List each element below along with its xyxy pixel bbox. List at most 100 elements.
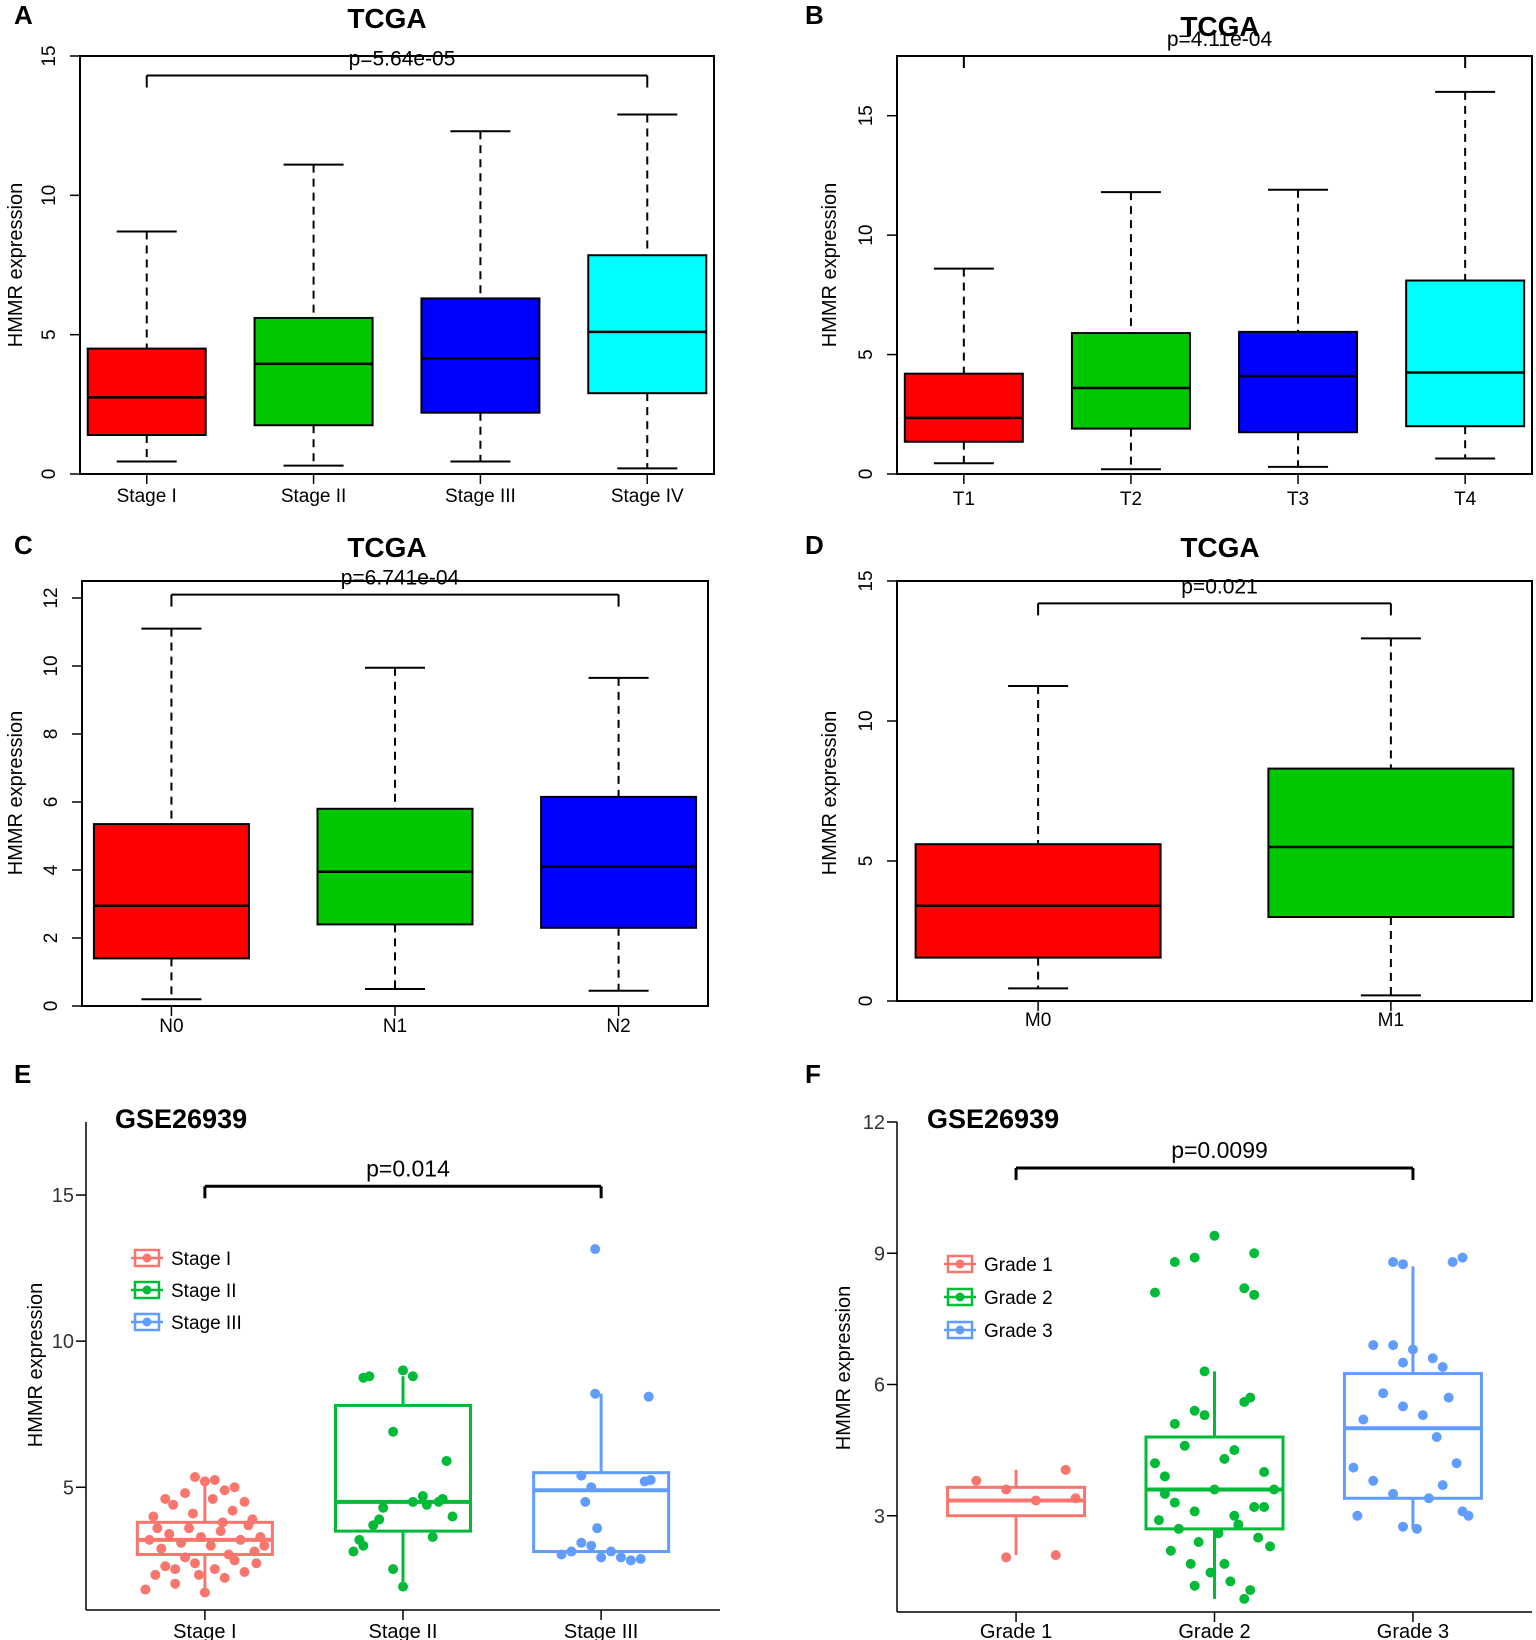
y-tick-label: 12 [863,1112,885,1134]
data-point [433,1496,444,1507]
data-point [1209,1484,1220,1495]
x-tick-label: N0 [159,1016,183,1037]
data-point [1411,1523,1422,1534]
data-point [348,1546,359,1557]
box-body [914,843,1162,959]
x-tick-label: Stage II [281,486,347,507]
x-tick-label: Stage II [369,1621,438,1640]
plot-frame [896,580,1533,1002]
data-point [1259,1467,1270,1477]
legend-label: Stage III [171,1313,242,1334]
data-point [398,1581,408,1592]
chart-title: GSE26939 [927,1104,1059,1134]
y-axis-label: HMMR expression [25,1283,47,1447]
data-point [193,1569,204,1580]
data-point [592,1523,603,1534]
data-point [1398,1259,1409,1270]
x-tick-label: Stage III [564,1621,639,1640]
box-1 [903,267,1024,465]
x-tick-label: Stage I [173,1621,236,1640]
data-point [189,1558,200,1569]
box-1 [92,627,250,1001]
data-point [1388,1257,1399,1267]
data-point [1153,1515,1164,1526]
data-point [596,1552,607,1563]
pvalue-label: p=4.11e-04 [1167,28,1273,51]
data-point [1249,1248,1260,1259]
data-point [378,1502,389,1513]
data-point [1189,1580,1200,1591]
data-point [421,1499,432,1510]
data-point [229,1482,240,1493]
data-point [1437,1362,1448,1372]
y-tick-label: 6 [874,1375,885,1397]
points-3 [1348,1252,1474,1534]
data-point [1149,1287,1160,1298]
data-point [407,1496,418,1507]
data-point [1169,1257,1180,1267]
data-point [1209,1230,1220,1241]
panel-letter: D [805,530,824,560]
legend-key-point [955,1292,965,1302]
data-point [150,1569,161,1580]
data-point [1233,1519,1244,1530]
data-point [247,1514,258,1525]
y-tick-label: 5 [63,1477,74,1499]
x-tick-label: Grade 2 [1178,1621,1250,1640]
x-tick-label: N1 [383,1016,407,1037]
data-point [1253,1532,1264,1543]
box-body [316,807,474,926]
data-point [1457,1252,1468,1263]
y-tick-label: 3 [874,1506,885,1528]
legend-key-point [955,1259,965,1269]
pvalue-label: p=0.0099 [1171,1137,1268,1163]
y-tick-label: 10 [856,710,877,731]
data-point [590,1244,601,1255]
legend-item: Grade 2 [944,1287,1053,1309]
data-point [1388,1340,1399,1351]
data-point [239,1567,250,1578]
x-tick-label: T2 [1120,489,1142,510]
data-point [205,1540,216,1551]
data-point [1159,1471,1170,1482]
y-tick-label: 10 [41,655,62,676]
y-axis-label: HMMR expression [833,1286,855,1450]
data-point [354,1534,365,1545]
legend-key-point [142,1317,152,1327]
data-point [217,1517,228,1528]
panel-d: D TCGA 0 5 10 15 HMMR expression M0 M1 p=0.021 [805,530,1533,1031]
data-point [1443,1392,1454,1403]
x-tick-label: Stage III [445,486,516,507]
points-1 [140,1472,270,1598]
data-point [148,1511,159,1522]
data-point [219,1572,230,1583]
data-point [1189,1405,1200,1416]
y-tick-label: 5 [856,856,877,867]
data-point [223,1549,234,1560]
data-point [195,1531,206,1542]
y-tick-label: 9 [874,1243,885,1265]
pvalue-label: p=6.741e-04 [341,567,460,590]
y-tick-label: 10 [52,1331,74,1353]
x-tick-label: N2 [606,1016,630,1037]
box-body [92,823,250,960]
data-point [1407,1344,1418,1355]
data-point [251,1558,262,1569]
box-body [334,1403,472,1533]
data-point [187,1508,198,1519]
y-axis-label: HMMR expression [5,183,27,347]
y-tick-label: 15 [856,570,877,591]
y-tick-label: 2 [41,933,62,944]
box-body [1342,1372,1483,1500]
data-point [1189,1506,1200,1517]
box-body [1238,330,1359,434]
data-point [199,1587,210,1598]
data-point [566,1546,577,1557]
y-tick-label: 6 [41,797,62,808]
data-point [1388,1488,1399,1499]
y-tick-label: 10 [856,225,877,246]
data-point [645,1474,656,1485]
